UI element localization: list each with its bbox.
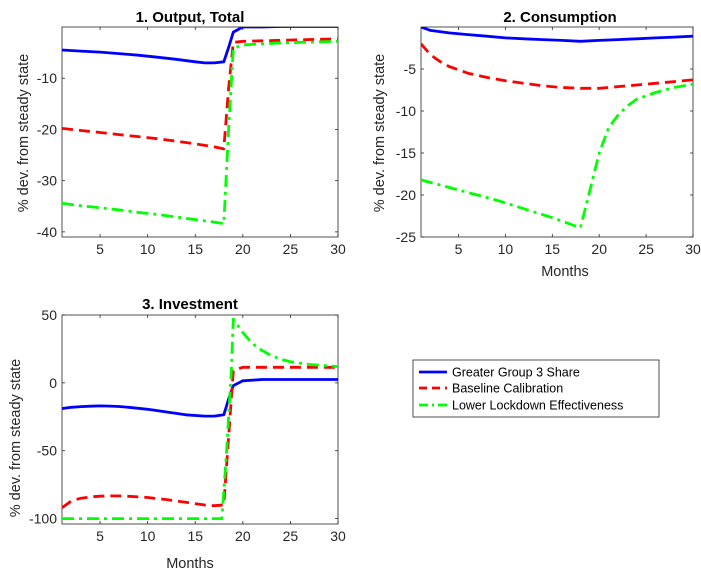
y-tick-label: 0 — [49, 375, 57, 391]
x-tick-label: 20 — [591, 241, 607, 257]
x-tick-label: 10 — [140, 528, 156, 544]
series-line-lower-lockdown-effectiveness — [62, 39, 338, 226]
x-tick-label: 15 — [187, 528, 203, 544]
y-tick-label: -20 — [37, 121, 57, 137]
plot-area — [420, 26, 694, 238]
y-tick-label: -30 — [37, 173, 57, 189]
legend-item: Baseline Calibration — [419, 382, 563, 396]
y-tick-label: -20 — [396, 187, 416, 203]
x-tick-label: 15 — [545, 241, 561, 257]
legend-label: Lower Lockdown Effectiveness — [452, 399, 623, 413]
x-tick-label: 5 — [96, 528, 104, 544]
x-tick-label: 10 — [140, 241, 156, 257]
legend-item: Greater Group 3 Share — [419, 366, 580, 380]
y-tick-label: -10 — [37, 70, 57, 86]
series-line-greater-group-3-share — [421, 27, 693, 43]
panel-title: 3. Investment — [142, 296, 238, 313]
series-line-lower-lockdown-effectiveness — [62, 317, 338, 520]
y-tick-label: -50 — [37, 443, 57, 459]
x-tick-label: 30 — [330, 241, 346, 257]
panel-title: 1. Output, Total — [136, 9, 245, 26]
legend-label: Baseline Calibration — [452, 382, 563, 396]
panel-investment: 3. Investment % dev. from steady state M… — [8, 296, 346, 572]
y-tick-label: -25 — [396, 229, 416, 245]
series-line-baseline-calibration — [62, 37, 338, 151]
series-line-greater-group-3-share — [62, 378, 338, 418]
x-tick-label: 30 — [685, 241, 701, 257]
series-line-greater-group-3-share — [62, 27, 338, 65]
x-tick-label: 25 — [283, 241, 299, 257]
y-tick-label: 50 — [41, 307, 57, 323]
series-line-baseline-calibration — [62, 365, 338, 509]
y-tick-label: -40 — [37, 224, 57, 240]
y-tick-label: -15 — [396, 145, 416, 161]
y-axis-label: % dev. from steady state — [16, 54, 32, 213]
x-axis-label: Months — [541, 264, 589, 280]
legend: Greater Group 3 Share Baseline Calibrati… — [412, 359, 660, 418]
panel-output-total: 1. Output, Total % dev. from steady stat… — [16, 9, 346, 257]
legend-label: Greater Group 3 Share — [452, 366, 580, 380]
x-tick-label: 15 — [187, 241, 203, 257]
y-tick-label: -10 — [396, 103, 416, 119]
x-tick-label: 20 — [235, 528, 251, 544]
series-line-lower-lockdown-effectiveness — [421, 82, 693, 230]
y-tick-label: -100 — [29, 511, 57, 527]
legend-item: Lower Lockdown Effectiveness — [419, 399, 623, 413]
x-tick-label: 25 — [283, 528, 299, 544]
x-tick-label: 5 — [455, 241, 463, 257]
x-axis-label: Months — [166, 556, 214, 572]
plot-area — [61, 314, 339, 525]
panel-title: 2. Consumption — [503, 9, 616, 26]
y-axis-label: % dev. from steady state — [8, 359, 24, 518]
legend-box — [412, 359, 660, 418]
x-tick-label: 25 — [638, 241, 654, 257]
y-axis-label: % dev. from steady state — [372, 54, 388, 213]
panel-consumption: 2. Consumption % dev. from steady state … — [372, 9, 701, 280]
x-tick-label: 5 — [96, 241, 104, 257]
x-tick-label: 10 — [498, 241, 514, 257]
x-tick-label: 30 — [330, 528, 346, 544]
y-tick-label: -5 — [404, 61, 417, 77]
x-tick-label: 20 — [235, 241, 251, 257]
